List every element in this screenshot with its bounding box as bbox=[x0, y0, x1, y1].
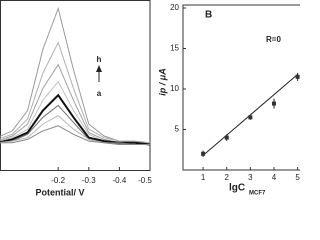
panel-label: B bbox=[205, 10, 212, 21]
x-axis-label-sub: MCF7 bbox=[249, 191, 266, 197]
point bbox=[295, 74, 300, 79]
y-tick-label: 5 bbox=[175, 125, 180, 134]
y-tick-label: 10 bbox=[170, 84, 179, 93]
x-tick-label: -0.3 bbox=[82, 176, 96, 185]
panel-b-frame bbox=[182, 4, 300, 171]
x-tick-label: 3 bbox=[248, 173, 253, 182]
x-tick-label: 4 bbox=[272, 173, 277, 182]
y-axis-label: ip / μA bbox=[157, 68, 167, 95]
point bbox=[272, 101, 276, 106]
x-axis-label: lgC bbox=[229, 183, 245, 194]
y-tick-label: 15 bbox=[170, 44, 179, 53]
annotation: h bbox=[97, 55, 102, 64]
x-tick-label: -0.2 bbox=[51, 176, 65, 185]
annotation: R=0 bbox=[266, 35, 281, 44]
point bbox=[224, 135, 229, 140]
figure: h a Potential/ V B R=0 ip / μA lgC MCF7 … bbox=[0, 0, 300, 197]
curve bbox=[0, 125, 150, 145]
x-tick-label: 5 bbox=[295, 173, 300, 182]
x-tick-label: -0.5 bbox=[138, 176, 152, 185]
curve bbox=[0, 41, 150, 144]
x-axis-label: Potential/ V bbox=[35, 187, 84, 197]
panel-a-frame bbox=[0, 0, 151, 171]
annotation: a bbox=[97, 89, 102, 98]
curve bbox=[0, 104, 150, 145]
x-tick-label: 2 bbox=[225, 173, 230, 182]
curve bbox=[0, 6, 151, 144]
point bbox=[248, 115, 253, 120]
arrow-head bbox=[96, 65, 102, 72]
curve bbox=[0, 93, 151, 146]
point bbox=[201, 151, 206, 156]
x-tick-label: 1 bbox=[201, 173, 206, 182]
x-tick-label: -0.4 bbox=[112, 176, 126, 185]
y-tick-label: 20 bbox=[170, 3, 179, 12]
